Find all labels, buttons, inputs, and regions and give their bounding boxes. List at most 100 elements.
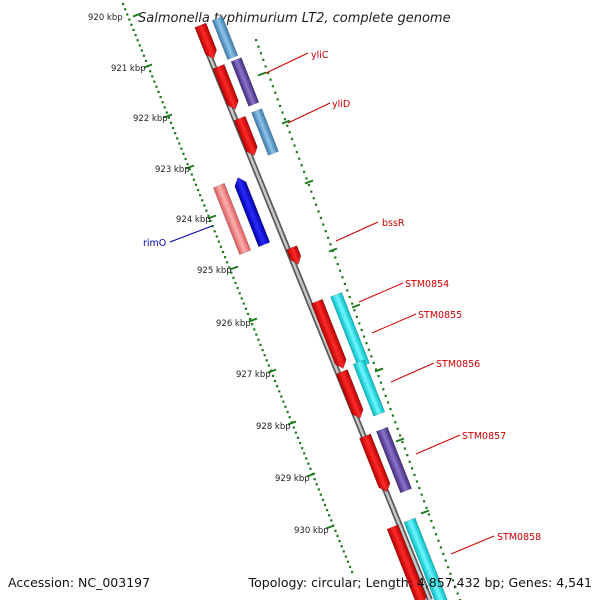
ruler-dot [348, 565, 352, 569]
gene-label-yliC[interactable]: yliC [311, 50, 329, 61]
ruler-major-tick [325, 524, 335, 530]
forward-gene-bssR[interactable] [286, 245, 304, 267]
ruler-dot [326, 509, 329, 512]
track-dot [413, 473, 416, 477]
track-dot [319, 216, 322, 220]
track-major-tick [374, 367, 384, 373]
blast-hit[interactable] [251, 108, 279, 156]
track-dot [295, 151, 298, 154]
ruler-dot [313, 478, 316, 481]
track-dot [348, 295, 351, 299]
gene-label-STM0854[interactable]: STM0854 [405, 279, 449, 290]
track-dot [281, 111, 284, 114]
ruler-dot [126, 13, 129, 16]
ruler-dot [259, 343, 262, 346]
ruler-dot [263, 354, 266, 357]
scale-label-925: 925 kbp [197, 266, 232, 276]
gene-label-rimO[interactable]: rimO [143, 238, 166, 249]
ruler-dot [190, 173, 193, 176]
ruler-dot [244, 307, 248, 310]
forward-gene-STM0857[interactable] [359, 433, 392, 494]
scale-label-921: 921 kbp [111, 64, 146, 74]
ruler-dot [298, 441, 302, 445]
track-dot [382, 388, 385, 391]
ruler-dot [151, 75, 154, 78]
blast-hit-rimO[interactable] [212, 182, 252, 256]
ruler-dot [211, 225, 214, 228]
ruler-dot [169, 121, 173, 124]
track-dot [391, 414, 394, 417]
ruler-dot [149, 70, 152, 73]
ruler-dot [209, 219, 212, 223]
ruler-major-tick [163, 113, 173, 119]
ruler-dot [161, 101, 164, 104]
ruler-dot [128, 18, 131, 21]
forward-gene-yliC[interactable] [212, 64, 241, 111]
ruler-dot [165, 111, 168, 114]
reverse-gene-rimO[interactable] [232, 175, 271, 248]
forward-gene-STM0854[interactable] [310, 298, 349, 370]
ruler-dot [186, 163, 189, 166]
forward-gene-STM0858[interactable] [386, 524, 429, 600]
ruler-dot [224, 256, 227, 259]
ruler-dot [307, 462, 310, 465]
track-dot [271, 85, 274, 88]
track-dot [372, 361, 375, 365]
blast-hit[interactable] [403, 517, 449, 600]
forward-gene[interactable] [194, 22, 219, 61]
feature-tracks[interactable] [194, 16, 449, 600]
ruler-dot [171, 126, 175, 130]
track-dot [291, 137, 294, 141]
gene-label-STM0858[interactable]: STM0858 [497, 532, 541, 543]
ruler-dot [296, 436, 300, 439]
blast-hit[interactable] [375, 426, 413, 494]
forward-gene-STM0856[interactable] [335, 369, 365, 421]
track-dot [418, 487, 421, 490]
ruler-dot [303, 452, 306, 455]
track-dot [336, 263, 339, 266]
gene-label-STM0855[interactable]: STM0855 [418, 310, 462, 321]
gene-label-STM0857[interactable]: STM0857 [462, 431, 506, 442]
ruler-dot [273, 379, 277, 383]
track-dot [363, 335, 366, 338]
ruler-dot [288, 416, 291, 419]
track-dot [403, 447, 406, 450]
ruler-dot [176, 137, 179, 140]
track-dot [324, 230, 327, 233]
scale-label-928: 928 kbp [256, 422, 291, 432]
ruler-dot [192, 178, 195, 181]
ruler-dot [236, 287, 239, 290]
track-dot [334, 256, 337, 259]
track-dot [384, 394, 387, 397]
outer-dotted-track [255, 39, 462, 600]
ruler-dot [138, 44, 141, 47]
forward-gene-yliD[interactable] [233, 115, 260, 158]
track-dot [401, 440, 404, 444]
blast-hit[interactable] [352, 359, 386, 417]
ruler-dot [344, 555, 347, 558]
track-dot [322, 223, 325, 226]
ruler-dot [188, 168, 191, 171]
ruler-dot [240, 297, 243, 300]
blast-hit[interactable] [211, 16, 239, 60]
track-dot [346, 289, 349, 292]
ruler-dot [334, 529, 337, 532]
ruler-dot [159, 95, 162, 99]
ruler-dot [196, 188, 200, 192]
ruler-dot [155, 85, 158, 88]
gene-label-bssR[interactable]: bssR [382, 218, 405, 229]
scale-label-920: 920 kbp [88, 13, 123, 23]
ruler-major-tick [248, 317, 258, 323]
gene-label-yliD[interactable]: yliD [332, 99, 350, 110]
ruler-dot [232, 276, 235, 279]
scale-label-922: 922 kbp [133, 114, 168, 124]
track-dot [423, 500, 426, 503]
gene-label-STM0856[interactable]: STM0856 [436, 359, 480, 370]
ruler-dot [136, 39, 139, 42]
track-dot [408, 460, 411, 463]
track-major-tick [351, 303, 361, 309]
blast-hit[interactable] [230, 57, 260, 107]
ruler-dot [328, 514, 331, 517]
track-dot [315, 203, 318, 206]
